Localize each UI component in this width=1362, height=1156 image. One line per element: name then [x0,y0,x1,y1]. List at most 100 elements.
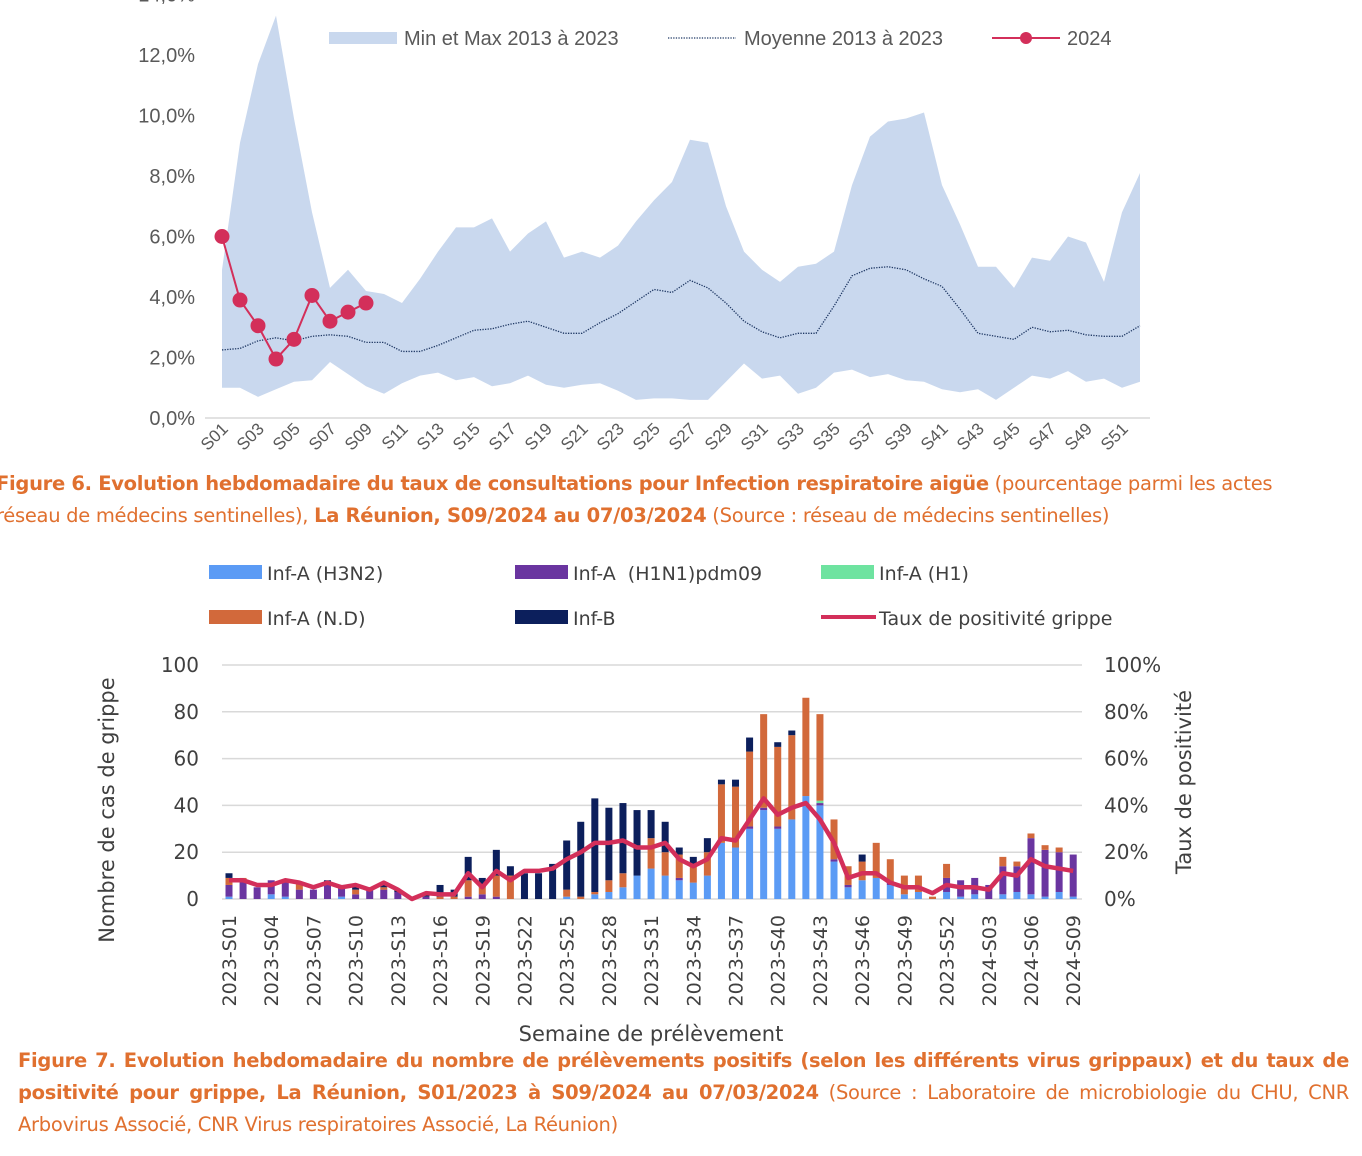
bar-segment [352,884,360,890]
bar-segment [999,856,1007,867]
bar-segment [858,880,866,899]
bar-segment [1041,849,1049,897]
x-tick-label: 2023-S22 [514,915,536,1006]
legend-swatch-infb [515,610,568,624]
bar-segment [352,889,360,895]
bar-segment [661,821,669,853]
x-tick-label: S35 [809,419,844,454]
bar-segment [380,882,388,888]
bar-segment [717,842,725,899]
bar-segment [394,891,402,899]
bar-segment [633,810,641,876]
x-tick-label: S19 [521,419,556,454]
bar-segment [872,877,880,899]
bar-segment [774,828,782,899]
bar-segment [999,866,1007,895]
bar-segment [647,838,655,869]
x-tick-label: S23 [593,419,628,454]
x-tick-label: S21 [557,419,592,454]
caption-source: (Source : réseau de médecins sentinelles… [706,504,1110,527]
x-tick-label: S17 [485,419,520,454]
bar-segment [732,786,740,848]
legend-label-positivity: Taux de positivité grippe [878,608,1112,630]
bar-segment [478,877,486,888]
min-max-area [222,15,1140,400]
bar-segment [605,891,613,899]
legend-swatch-min-max [329,32,397,44]
x-tick-label: 2023-S28 [599,915,621,1006]
y-tick-label: 8,0% [149,166,195,188]
y-tick-label: 0,0% [149,408,195,430]
bar-segment [1013,891,1021,899]
bar-segment [225,896,233,899]
bar-segment [717,784,725,843]
bar-segment [914,875,922,892]
bar-segment [366,887,374,890]
bar-segment [450,896,458,899]
bar-segment [492,849,500,876]
data-point-2024 [268,351,284,367]
y-tick-label-right: 40% [1104,793,1148,817]
bar-segment [802,796,810,899]
bar-segment [760,810,768,899]
bar-segment [506,866,514,876]
bar-segment [338,887,346,897]
bar-segment [605,880,613,892]
x-tick-label: S33 [773,419,808,454]
bar-segment [563,889,571,897]
bar-segment [844,866,852,885]
bar-segment [281,880,289,897]
bar-segment [563,840,571,890]
x-tick-label: 2023-S37 [726,915,748,1006]
bar-segment [380,887,388,890]
bar-segment [577,896,585,899]
bar-segment [549,863,557,899]
data-point-2024 [286,331,302,347]
bar-segment [689,882,697,899]
legend-marker-2024 [1020,32,1032,44]
bar-segment [619,803,627,874]
y-tick-label: 12,0% [138,45,195,67]
legend-label-h1n1: Inf-A (H1N1)pdm09 [573,563,762,585]
x-axis-title: Semaine de prélèvement [519,1022,784,1046]
x-tick-label: S41 [917,419,952,454]
x-tick-label: S01 [197,419,232,454]
y-tick-label-right: 60% [1104,747,1148,771]
mean-polyline [221,266,1141,353]
bar-segment [985,884,993,899]
bar-segment [352,894,360,899]
legend-label-h1: Inf-A (H1) [879,563,969,585]
bar-segment [689,866,697,883]
x-tick-label: S49 [1061,419,1096,454]
x-tick-label: S05 [269,419,304,454]
x-tick-label: 2023-S19 [472,915,494,1006]
data-point-2024 [322,313,338,329]
x-tick-label: S15 [449,419,484,454]
bar-segment [943,877,951,892]
data-point-2024 [250,318,266,334]
x-tick-label: S07 [305,419,340,454]
legend: Min et Max 2013 à 2023 Moyenne 2013 à 20… [329,28,1112,50]
x-tick-label: 2024-S09 [1063,915,1085,1006]
bar-segment [464,856,472,881]
bar-segment [323,882,331,885]
bar-segment [281,896,289,899]
bar-segment [675,877,683,881]
x-tick-label: S31 [737,419,772,454]
bar-segment [535,873,543,899]
x-tick-label: S25 [629,419,664,454]
bar-segment [675,847,683,855]
bar-segment [591,891,599,895]
bar-segment [732,847,740,899]
bar-segment [900,894,908,899]
bar-segment [943,891,951,899]
x-tick-label: S45 [989,419,1024,454]
bar-segment [816,714,824,801]
bar-segment [591,798,599,892]
legend-swatch-h1n1 [515,565,568,579]
x-tick-label: 2023-S01 [219,915,241,1006]
bar-segment [971,877,979,895]
bar-segment [309,889,317,899]
legend-swatch-h3n2 [209,565,262,579]
y-tick-label-left: 0 [186,887,199,911]
